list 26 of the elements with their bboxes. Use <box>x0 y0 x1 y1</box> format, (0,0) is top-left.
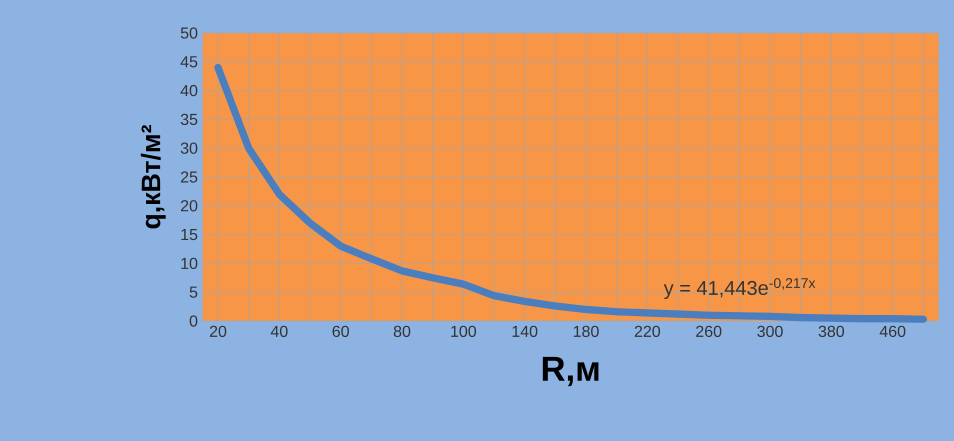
y-tick-label: 35 <box>180 114 198 126</box>
x-tick-label: 300 <box>757 326 783 338</box>
x-tick-label: 60 <box>332 326 349 338</box>
y-tick-label: 20 <box>180 200 198 212</box>
y-tick-label: 5 <box>190 286 198 298</box>
x-tick-label: 180 <box>574 326 599 338</box>
y-tick-label: 0 <box>190 315 198 327</box>
x-tick-label: 80 <box>394 326 410 338</box>
y-tick-label: 45 <box>180 56 198 68</box>
x-axis-title: R,м <box>542 356 598 386</box>
x-tick-label: 220 <box>634 326 660 338</box>
y-tick-label: 30 <box>180 142 198 154</box>
y-tick-label: 50 <box>180 27 198 39</box>
x-tick-label: 260 <box>696 326 722 338</box>
y-tick-label: 15 <box>181 229 198 240</box>
x-tick-label: 460 <box>880 326 906 338</box>
x-tick-label: 20 <box>210 326 226 338</box>
y-tick-label: 10 <box>181 258 198 270</box>
x-tick-label: 140 <box>512 326 538 338</box>
x-tick-label: 100 <box>451 326 476 338</box>
annotation: y = 41,443e$^{-0,217x}$ <box>664 278 816 299</box>
x-tick-label: 380 <box>818 326 844 338</box>
y-tick-label: 25 <box>180 171 198 183</box>
y-axis-title: q,кВт/м² <box>140 125 166 228</box>
x-tick-label: 40 <box>270 326 288 338</box>
y-tick-label: 40 <box>180 84 198 96</box>
